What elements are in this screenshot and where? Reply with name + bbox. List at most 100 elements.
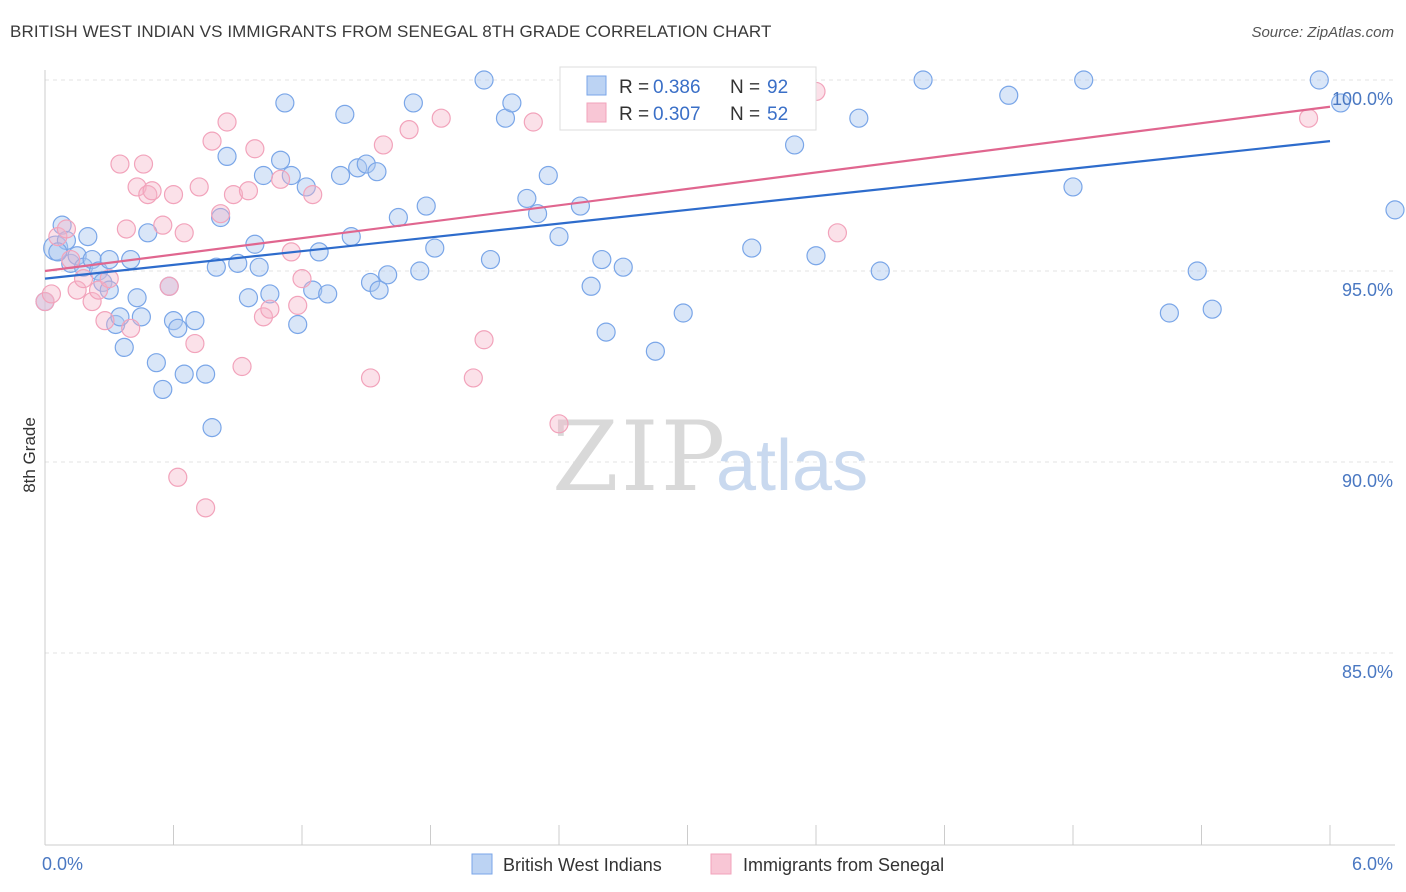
point-immigrants-senegal [189, 177, 209, 197]
point-immigrants-senegal [253, 307, 274, 327]
point-british-west-indians [127, 288, 147, 308]
legend-swatch-blue [586, 75, 607, 96]
trend-layer [44, 105, 1331, 280]
point-british-west-indians [1202, 299, 1222, 319]
point-british-west-indians [549, 227, 569, 247]
point-immigrants-senegal [202, 131, 222, 151]
y-tick-label: 85.0% [1342, 662, 1393, 682]
bottom-legend-swatch-blue [471, 853, 493, 875]
y-tick-label: 95.0% [1342, 280, 1393, 300]
point-british-west-indians [356, 154, 376, 174]
point-british-west-indians [378, 265, 398, 285]
point-immigrants-senegal [288, 295, 308, 315]
bottom-legend-label-2: Immigrants from Senegal [743, 855, 944, 875]
point-british-west-indians [849, 108, 869, 128]
point-immigrants-senegal [523, 112, 543, 132]
point-immigrants-senegal [549, 414, 569, 434]
point-immigrants-senegal [211, 204, 231, 224]
point-british-west-indians [260, 284, 280, 304]
point-british-west-indians [206, 257, 226, 277]
point-british-west-indians [645, 341, 665, 361]
point-british-west-indians [238, 288, 259, 308]
point-immigrants-senegal [67, 280, 87, 300]
point-immigrants-senegal [95, 311, 115, 331]
point-immigrants-senegal [360, 368, 381, 388]
point-british-west-indians [999, 85, 1019, 105]
point-immigrants-senegal [56, 219, 77, 239]
point-british-west-indians [288, 314, 308, 335]
point-immigrants-senegal [245, 139, 265, 159]
point-british-west-indians [335, 104, 355, 124]
point-british-west-indians [403, 93, 423, 113]
point-british-west-indians [870, 261, 890, 281]
point-british-west-indians [253, 165, 274, 186]
point-immigrants-senegal [270, 169, 291, 189]
point-british-west-indians [474, 70, 494, 90]
point-british-west-indians [1063, 177, 1083, 197]
bottom-legend: British West Indians Immigrants from Sen… [471, 853, 944, 875]
legend-r-label-1: R = [619, 77, 649, 98]
point-british-west-indians [318, 284, 338, 304]
point-british-west-indians [296, 177, 316, 197]
point-british-west-indians [196, 364, 216, 384]
point-immigrants-senegal [168, 467, 188, 487]
bottom-legend-swatch-pink [710, 853, 732, 875]
point-british-west-indians [281, 165, 301, 186]
point-immigrants-senegal [174, 223, 194, 243]
point-immigrants-senegal [303, 185, 323, 205]
point-immigrants-senegal [163, 185, 184, 205]
point-british-west-indians [502, 93, 522, 113]
point-immigrants-senegal [217, 112, 237, 132]
point-british-west-indians [388, 207, 408, 228]
point-british-west-indians [410, 261, 430, 281]
point-immigrants-senegal [431, 108, 451, 128]
point-british-west-indians [185, 311, 205, 331]
point-immigrants-senegal [232, 356, 252, 377]
point-british-west-indians [138, 223, 158, 243]
point-british-west-indians [1074, 70, 1094, 90]
chart-source: Source: ZipAtlas.com [1251, 24, 1394, 41]
point-british-west-indians [369, 280, 389, 300]
point-immigrants-senegal [82, 291, 102, 312]
watermark-atlas: atlas [716, 426, 868, 506]
point-british-west-indians [249, 257, 269, 277]
point-immigrants-senegal [99, 269, 119, 289]
x-tick-label: 0.0% [42, 854, 83, 874]
point-immigrants-senegal [827, 223, 848, 243]
point-british-west-indians [99, 280, 119, 300]
legend-n-label-1: N = [730, 77, 760, 98]
legend-r-value-2: 0.307 [653, 104, 701, 125]
point-british-west-indians [538, 165, 558, 186]
point-british-west-indians [330, 165, 351, 186]
watermark-zip: ZIP [552, 401, 727, 513]
point-immigrants-senegal [133, 154, 154, 174]
point-immigrants-senegal [399, 120, 419, 140]
point-british-west-indians [275, 93, 295, 113]
point-british-west-indians [1187, 261, 1207, 281]
point-british-west-indians [416, 196, 436, 216]
point-immigrants-senegal [185, 333, 205, 354]
legend: R = 0.386 N = 92 R = 0.307 N = 52 [559, 66, 817, 131]
point-immigrants-senegal [238, 181, 259, 201]
point-british-west-indians [367, 162, 387, 182]
legend-r-value-1: 0.386 [653, 77, 701, 98]
point-immigrants-senegal [116, 219, 136, 239]
point-british-west-indians [806, 246, 826, 266]
bottom-legend-label-1: British West Indians [503, 855, 662, 875]
point-british-west-indians [673, 303, 693, 323]
point-british-west-indians [309, 242, 329, 262]
point-british-west-indians [480, 249, 501, 270]
point-immigrants-senegal [260, 299, 280, 319]
point-immigrants-senegal [474, 330, 494, 350]
point-british-west-indians [153, 379, 173, 400]
point-british-west-indians [581, 276, 601, 296]
point-immigrants-senegal [73, 269, 94, 289]
point-british-west-indians [742, 238, 762, 258]
legend-n-value-2: 52 [767, 104, 788, 125]
point-british-west-indians [1331, 93, 1351, 113]
point-british-west-indians [517, 188, 537, 209]
legend-r-label-2: R = [619, 104, 649, 125]
point-immigrants-senegal [35, 291, 55, 312]
legend-n-label-2: N = [730, 104, 760, 125]
